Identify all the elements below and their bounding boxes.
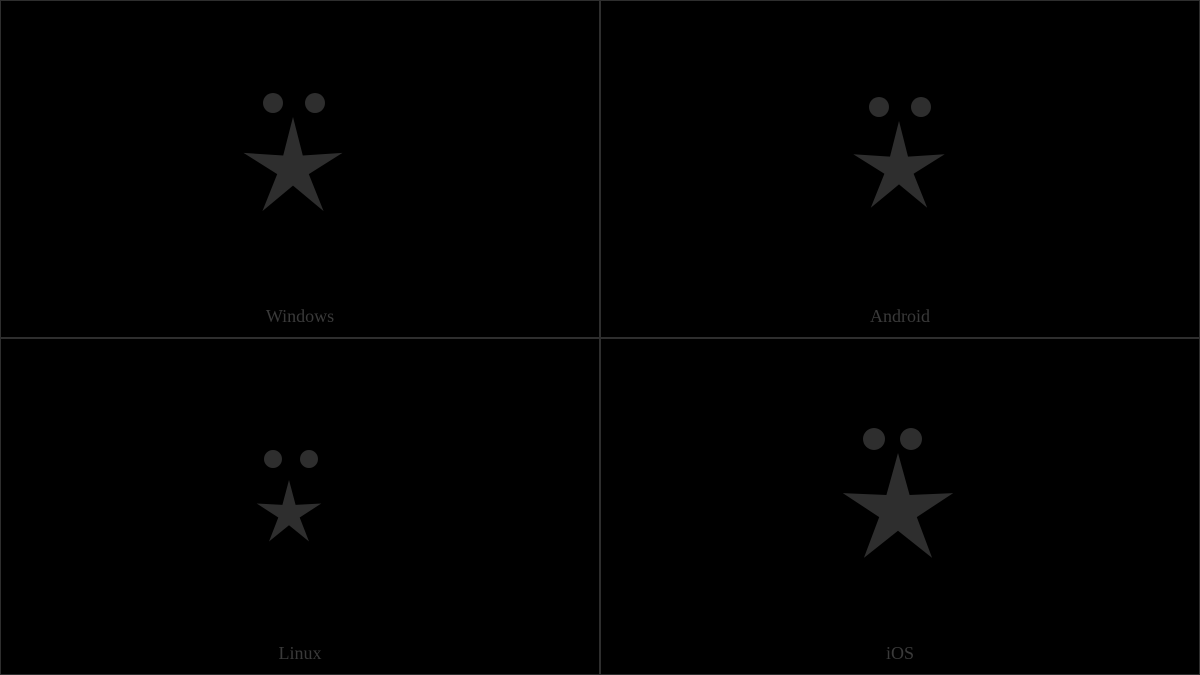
diaeresis-dot-icon — [264, 450, 282, 468]
glyph-comparison-grid: Windows Android Linux iOS — [0, 0, 1200, 675]
diaeresis-dot-icon — [300, 450, 318, 468]
star-icon — [849, 119, 949, 219]
panel-label: Windows — [266, 306, 334, 327]
diaeresis-dot-icon — [911, 97, 931, 117]
star-icon — [253, 478, 325, 550]
diaeresis-dot-icon — [863, 428, 885, 450]
diaeresis-dot-icon — [869, 97, 889, 117]
diaeresis-dot-icon — [263, 93, 283, 113]
diaeresis-dot-icon — [305, 93, 325, 113]
diaeresis-dot-icon — [900, 428, 922, 450]
panel-windows: Windows — [0, 0, 600, 338]
panel-ios: iOS — [600, 338, 1200, 675]
panel-label: iOS — [886, 643, 914, 664]
panel-label: Linux — [279, 643, 322, 664]
panel-label: Android — [870, 306, 930, 327]
star-icon — [838, 451, 958, 571]
panel-android: Android — [600, 0, 1200, 338]
star-icon — [239, 115, 347, 223]
panel-linux: Linux — [0, 338, 600, 675]
